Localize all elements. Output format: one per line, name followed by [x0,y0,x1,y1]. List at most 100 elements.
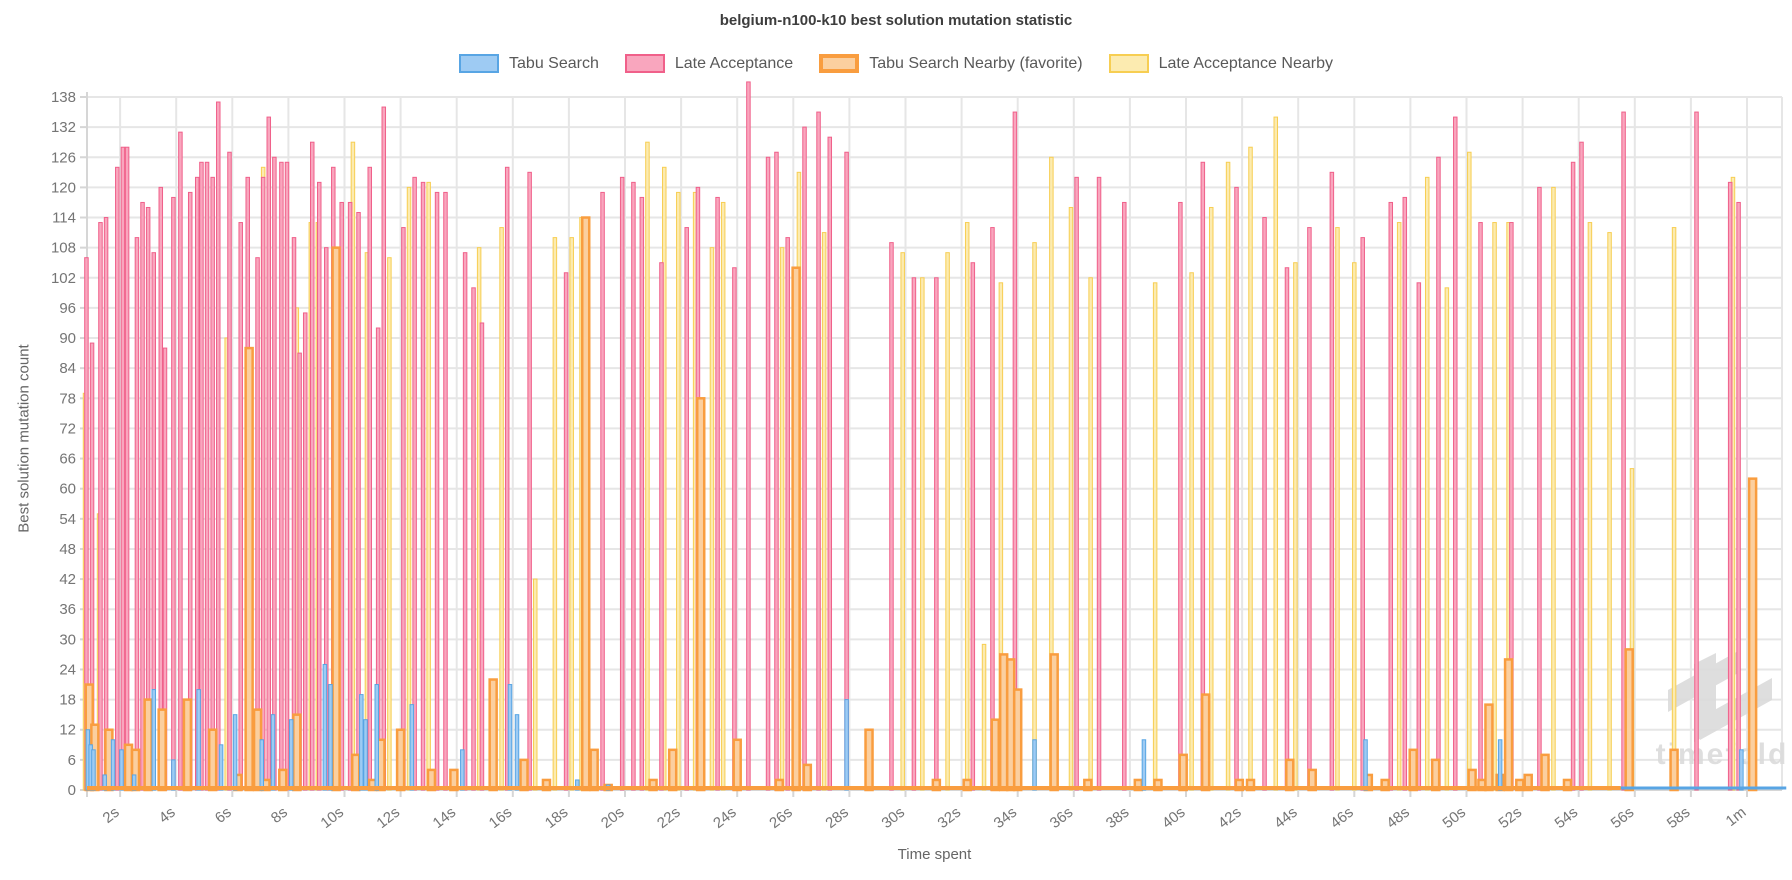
bar [1424,176,1430,791]
bar [1467,151,1472,791]
bar [746,81,751,791]
bar [401,227,406,791]
x-tick-label: 14s [430,804,460,832]
x-tick-label: 44s [1271,804,1301,832]
bar [196,689,201,791]
bar [115,166,120,791]
bar [580,216,591,792]
bar [1408,748,1418,792]
bar [667,748,678,792]
legend-label: Late Acceptance Nearby [1158,54,1333,72]
bar [1012,688,1023,792]
bar [715,196,720,791]
x-tick-label: 46s [1327,804,1357,832]
bar [532,578,538,791]
bar [426,181,431,791]
bar [387,257,392,791]
bar [1262,217,1267,791]
x-tick-label: 16s [486,804,516,832]
bar [569,237,574,791]
bar [1032,242,1037,791]
bar [1478,222,1483,791]
bar [266,116,272,791]
bar [1694,111,1699,791]
x-tick-label: 50s [1439,804,1469,832]
y-tick-label: 24 [59,661,76,678]
bar [1436,156,1441,791]
bar [158,186,164,791]
bar [1068,206,1074,791]
svg-text:4s: 4s [156,804,179,827]
bar [302,312,308,791]
bar [479,322,485,791]
svg-text:24s: 24s [710,804,740,832]
bar [110,739,116,791]
bar [827,136,833,791]
bar [889,242,894,791]
bar [1621,111,1626,791]
svg-text:52s: 52s [1496,804,1526,832]
bar [1189,272,1194,791]
bar [1248,146,1253,791]
x-tick-label: 34s [991,804,1021,832]
y-tick-label: 108 [51,240,76,257]
bar [322,663,328,791]
bar [1416,282,1422,791]
legend-item-tabu-search[interactable]: Tabu Search [459,54,599,73]
bar [821,232,827,791]
bar [260,176,266,791]
bar [1747,477,1758,792]
bar [350,753,361,792]
bar [218,744,224,791]
svg-text:10s: 10s [317,804,347,832]
x-tick-label: 48s [1383,804,1413,832]
bar [1234,186,1239,791]
bar [791,266,801,792]
bar [1624,648,1634,792]
bar [272,156,277,791]
bar [864,728,874,792]
bar [645,141,650,791]
y-tick-label: 60 [59,481,76,498]
bar [945,252,950,791]
legend-item-tabu-search-nearby-favorite-[interactable]: Tabu Search Nearby (favorite) [819,54,1083,73]
x-tick-label: 6s [212,804,235,827]
bar [499,227,504,791]
bar [210,176,215,791]
bar [1284,267,1290,791]
svg-text:22s: 22s [654,804,684,832]
chart-legend: Tabu Search Late Acceptance Tabu Search Ne… [0,54,1792,73]
legend-item-late-acceptance[interactable]: Late Acceptance [624,54,793,73]
chart-title: belgium-n100-k10 best solution mutation … [719,12,1073,29]
bar [720,201,726,791]
bar [844,699,849,791]
bar [291,237,297,791]
bar [1402,196,1408,791]
bar [244,346,254,792]
legend-label: Tabu Search [509,54,599,72]
bar [412,176,417,791]
bar [227,151,232,791]
svg-text:54s: 54s [1552,804,1582,832]
bar [765,156,771,791]
bar [259,739,265,791]
y-tick-label: 0 [68,782,76,799]
x-tick-label: 26s [766,804,796,832]
bar [1088,277,1093,791]
legend-item-late-acceptance-nearby[interactable]: Late Acceptance Nearby [1108,54,1333,73]
y-tick-label: 36 [59,601,76,618]
bar [171,196,176,791]
bar [98,222,103,791]
bar [1178,201,1183,791]
x-tick-label: 28s [822,804,852,832]
y-tick-label: 84 [59,360,76,377]
legend-label: Tabu Search Nearby (favorite) [869,54,1083,72]
bar [143,698,153,792]
bar [676,191,681,791]
x-tick-label: 8s [268,804,291,827]
bar [157,708,167,792]
x-tick-label: 22s [654,804,684,832]
bar [91,749,96,791]
bar [204,161,210,791]
svg-text:46s: 46s [1327,804,1357,832]
